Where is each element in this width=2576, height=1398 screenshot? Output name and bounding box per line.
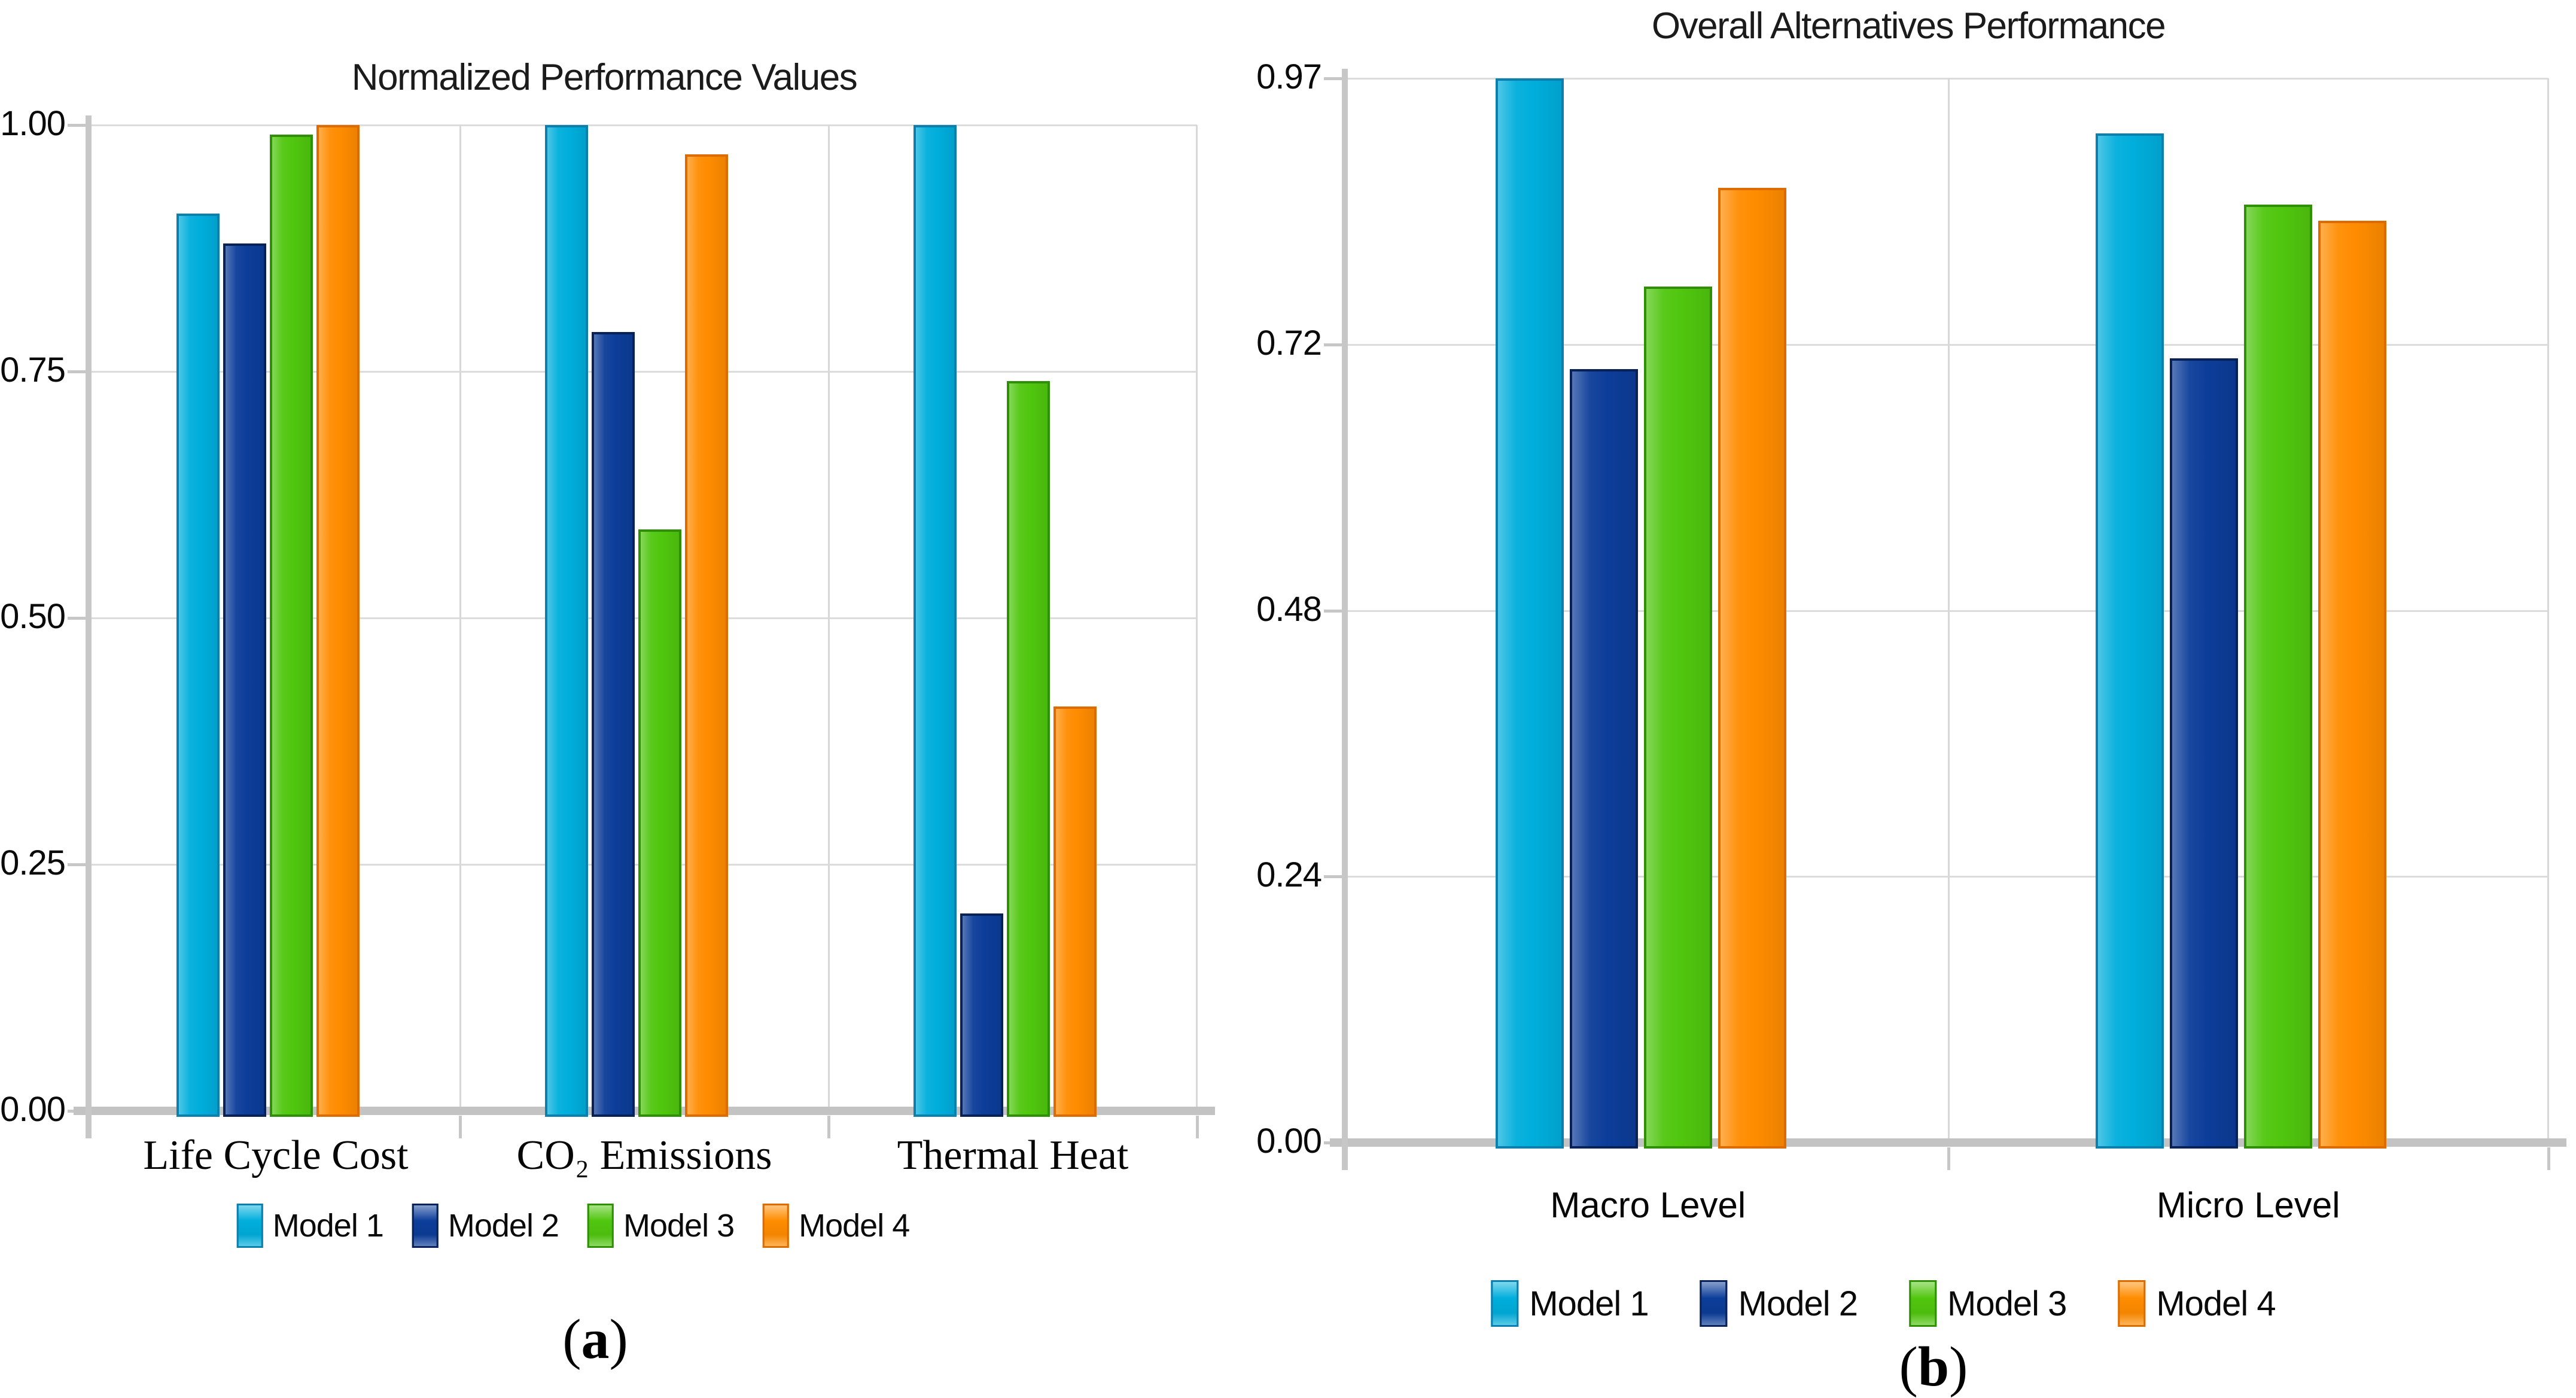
- y-tick-label: 0.24: [1256, 855, 1322, 894]
- legend-item-model3: Model 3: [1909, 1280, 2067, 1327]
- y-tick-label: 0.25: [0, 843, 66, 882]
- legend: Model 1 Model 2 Model 3 Model 4: [236, 1204, 910, 1248]
- category-label: Thermal Heat: [897, 1132, 1129, 1178]
- y-tick-label: 0.97: [1256, 57, 1322, 96]
- bar-model3-thermal-heat: [1007, 381, 1050, 1117]
- bar-model3-co-emissions: [638, 529, 681, 1117]
- legend-item-model4: Model 4: [2118, 1280, 2276, 1327]
- legend-swatch-icon: [236, 1204, 263, 1248]
- axis-tick: [1324, 610, 1342, 613]
- legend-swatch-icon: [2118, 1280, 2146, 1327]
- plot-area: 0.97 0.72 0.48 0.24 0.00: [1256, 57, 2566, 1170]
- axis-tick: [827, 1116, 830, 1138]
- legend-label: Model 4: [2156, 1284, 2276, 1323]
- y-tick-label: 0.75: [0, 351, 66, 389]
- y-tick-label: 0.00: [1256, 1122, 1322, 1161]
- bar-model2-co-emissions: [592, 332, 635, 1117]
- axis-tick: [459, 1116, 462, 1138]
- category-label: CO₂ Emissions: [516, 1132, 772, 1178]
- bar-model2-life-cycle-cost: [223, 243, 266, 1117]
- legend-swatch-icon: [1700, 1280, 1728, 1327]
- y-tick-label: 0.00: [0, 1090, 66, 1129]
- y-tick-label: 0.72: [1256, 324, 1322, 363]
- plot-area: 1.00 0.75 0.50 0.25 0.00: [0, 104, 1215, 1138]
- bar-model4-thermal-heat: [1053, 706, 1097, 1117]
- legend: Model 1 Model 2 Model 3 Model 4: [1491, 1280, 2276, 1327]
- legend-label: Model 3: [623, 1208, 735, 1244]
- bar-model4-micro-level: [2318, 221, 2386, 1149]
- bar-model1-macro-level: [1496, 78, 1564, 1149]
- category-divider: [459, 125, 461, 1111]
- legend-item-model1: Model 1: [236, 1204, 384, 1248]
- y-tick-label: 1.00: [0, 104, 66, 143]
- bar-model3-macro-level: [1644, 287, 1712, 1149]
- legend-item-model2: Model 2: [412, 1204, 559, 1248]
- bar-model3-micro-level: [2244, 205, 2312, 1149]
- bar-model1-life-cycle-cost: [176, 214, 220, 1117]
- bar-model1-thermal-heat: [914, 125, 957, 1117]
- bar-model4-life-cycle-cost: [316, 125, 360, 1117]
- legend-label: Model 4: [799, 1208, 910, 1244]
- y-tick-label: 0.50: [0, 597, 66, 636]
- bar-model1-co-emissions: [545, 125, 588, 1117]
- axis-tick: [68, 617, 86, 620]
- y-tick-label: 0.48: [1256, 590, 1322, 629]
- legend-swatch-icon: [763, 1204, 790, 1248]
- legend-label: Model 1: [272, 1208, 384, 1244]
- axis-tick: [1196, 1116, 1199, 1138]
- legend-item-model3: Model 3: [587, 1204, 735, 1248]
- legend-label: Model 2: [447, 1208, 559, 1244]
- category-label: Life Cycle Cost: [143, 1132, 409, 1178]
- bar-model1-micro-level: [2096, 133, 2164, 1149]
- axis-tick: [68, 124, 86, 127]
- axis-tick: [2547, 1147, 2550, 1170]
- plot-right-border: [1196, 125, 1198, 1111]
- category-label: Micro Level: [2156, 1185, 2340, 1225]
- bar-model2-thermal-heat: [960, 913, 1003, 1117]
- legend-label: Model 2: [1738, 1284, 1858, 1323]
- axis-tick: [1947, 1147, 1950, 1170]
- y-axis-line: [1342, 69, 1348, 1170]
- legend-label: Model 1: [1529, 1284, 1649, 1323]
- category-divider: [1948, 78, 1950, 1143]
- chart-title: Overall Alternatives Performance: [1651, 5, 2166, 47]
- legend-label: Model 3: [1947, 1284, 2067, 1323]
- legend-item-model2: Model 2: [1700, 1280, 1858, 1327]
- legend-swatch-icon: [412, 1204, 439, 1248]
- bar-model4-co-emissions: [685, 154, 728, 1117]
- panel-caption: (b): [1899, 1336, 1968, 1398]
- legend-swatch-icon: [587, 1204, 614, 1248]
- axis-tick: [68, 370, 86, 373]
- category-divider: [828, 125, 830, 1111]
- plot-right-border: [2547, 78, 2549, 1143]
- legend-item-model4: Model 4: [763, 1204, 910, 1248]
- bar-model2-micro-level: [2170, 358, 2238, 1149]
- panel-caption: (a): [562, 1308, 628, 1370]
- legend-swatch-icon: [1491, 1280, 1519, 1327]
- legend-item-model1: Model 1: [1491, 1280, 1649, 1327]
- axis-tick: [68, 863, 86, 866]
- gridline: [92, 371, 1197, 373]
- bar-model4-macro-level: [1718, 188, 1786, 1149]
- axis-tick: [1324, 77, 1342, 80]
- bar-model2-macro-level: [1570, 369, 1638, 1149]
- axis-tick: [1324, 343, 1342, 346]
- bar-model3-life-cycle-cost: [270, 135, 313, 1117]
- legend-swatch-icon: [1909, 1280, 1936, 1327]
- chart-title: Normalized Performance Values: [351, 57, 858, 98]
- axis-tick: [1324, 875, 1342, 878]
- y-axis-line: [86, 115, 92, 1138]
- category-label: Macro Level: [1550, 1185, 1746, 1225]
- gridline: [92, 124, 1197, 126]
